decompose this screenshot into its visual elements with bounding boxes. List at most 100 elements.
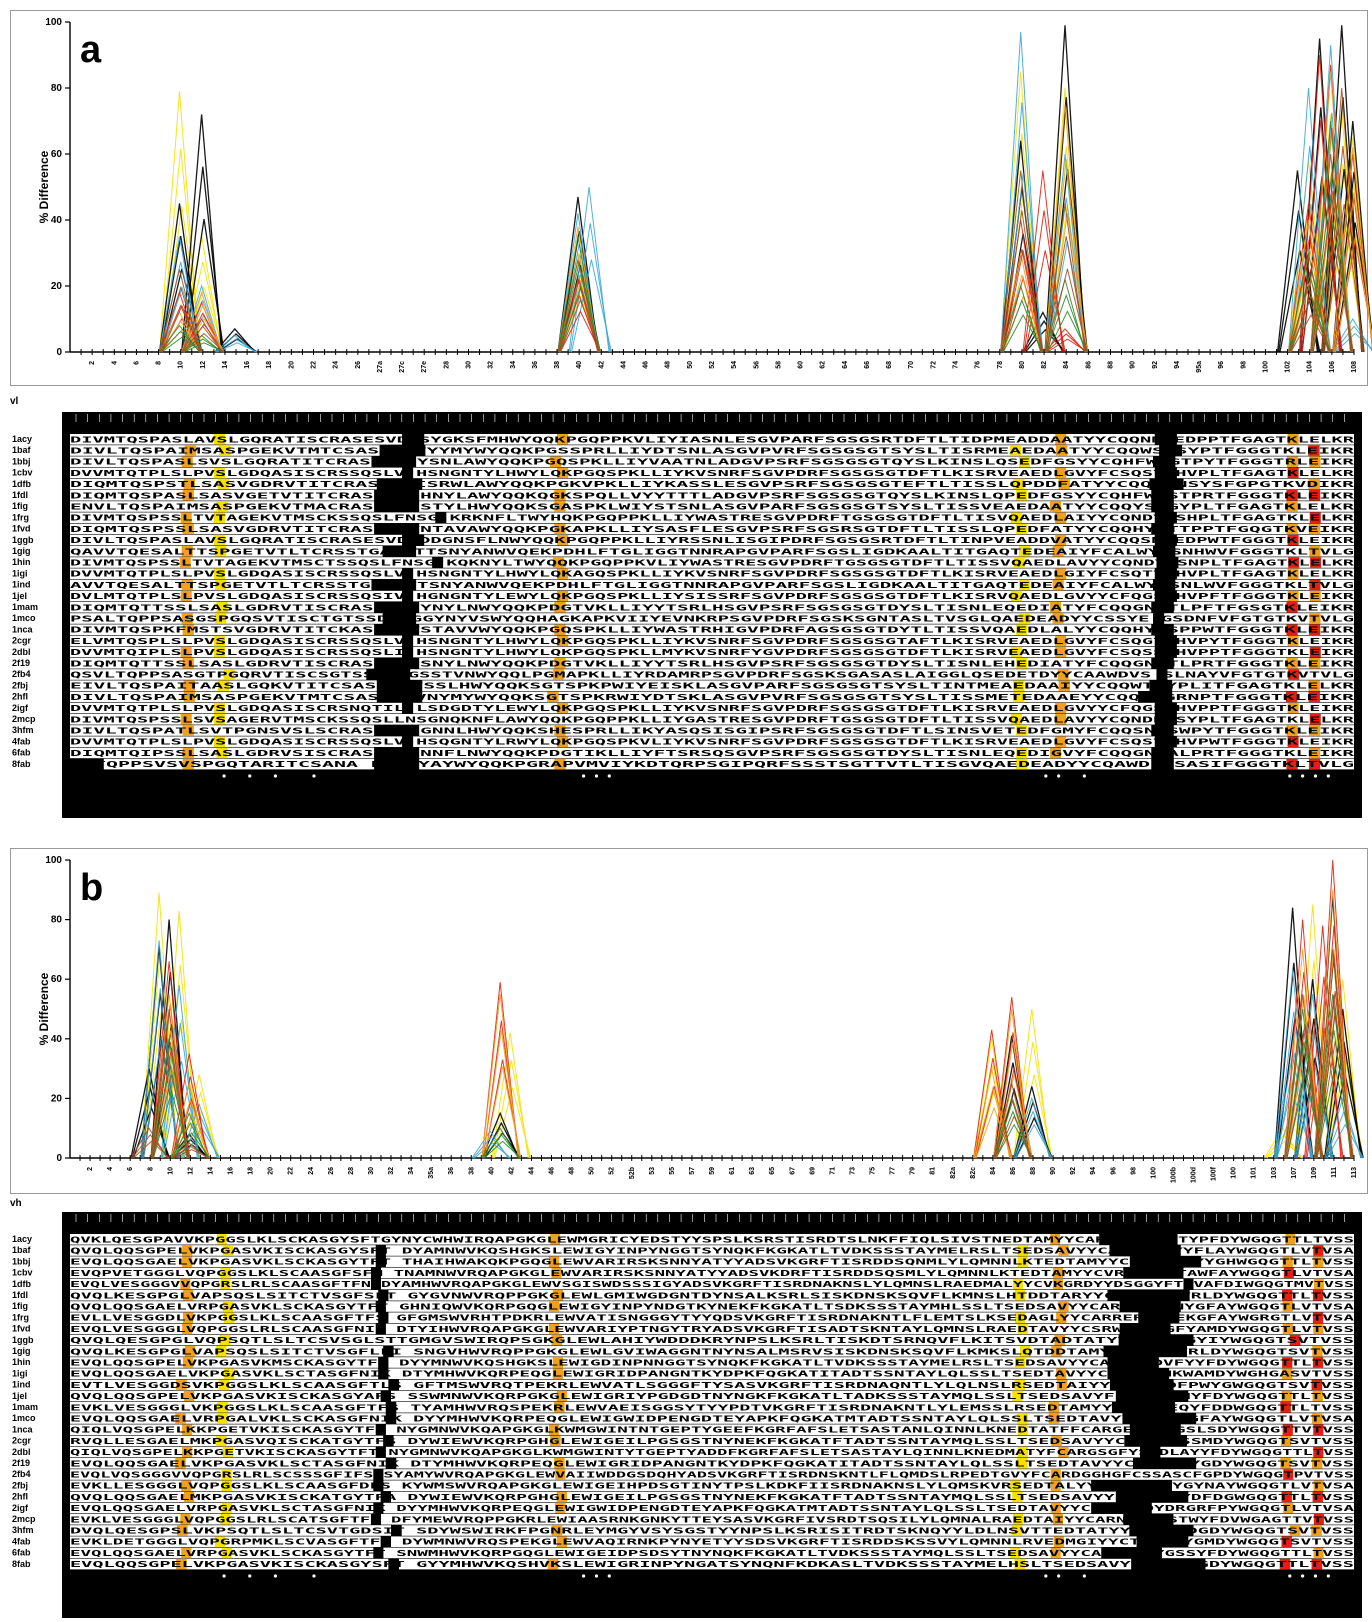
sequence-label: 1frg: [12, 1312, 29, 1322]
series-peak: [1045, 236, 1087, 353]
residue-highlight: [1311, 1525, 1322, 1536]
series-peak: [482, 1030, 520, 1159]
marker-dot: [1326, 1574, 1330, 1578]
sequence-block: [1161, 1547, 1354, 1559]
sequence-text: ELTQPPSVSVSPGQTARITCSANA LPNQYAYWYQQKPGR…: [70, 759, 1354, 769]
sequence-block: [1176, 434, 1354, 445]
residue-highlight: [1282, 1323, 1293, 1335]
sequence-block: [1176, 534, 1354, 546]
x-tick-label: 82: [1041, 361, 1048, 369]
marker-dot: [607, 774, 611, 778]
x-tick-label: 109: [1311, 1167, 1318, 1179]
residue-highlight: [1286, 501, 1298, 512]
series-peak: [1322, 97, 1364, 353]
x-tick-label: 65: [769, 1167, 776, 1175]
sequence-text: DIVMTQSPSSLSVSAGERVTMSCKSSQSLLNSGNQKNFLA…: [70, 714, 1354, 724]
sequence-block: [70, 523, 375, 535]
residue-highlight: [548, 1424, 560, 1435]
x-tick-label: 70: [908, 361, 915, 369]
residue-highlight: [1282, 1368, 1293, 1379]
sequence-block: [396, 1402, 1112, 1413]
sequence-block: [70, 1290, 379, 1301]
y-tick-label: 40: [51, 215, 63, 226]
sequence-label: 1nca: [12, 624, 34, 634]
sequence-block: [1176, 646, 1354, 658]
series-peak: [1014, 1041, 1052, 1159]
sequence-label: 1nca: [12, 1424, 34, 1434]
residue-highlight: [1049, 747, 1062, 759]
x-tick-label: 36: [532, 361, 539, 369]
marker-dot: [594, 774, 599, 778]
sequence-block: [1176, 714, 1354, 725]
series-peak: [1000, 252, 1042, 353]
sequence-text: DIVLTQSPAIMSASPGEKVTMTCSASS SVNYMYWYQQKS…: [70, 692, 1354, 702]
sequence-text: DIVMTQSPASLAVSLGQRATISCRASESVD SYGKSFMHW…: [70, 434, 1354, 444]
sequence-label: 4fab: [12, 1536, 31, 1546]
residue-highlight: [1052, 579, 1064, 591]
sequence-label: 4fab: [12, 736, 31, 746]
residue-highlight: [222, 1301, 234, 1312]
sequence-block: [1176, 512, 1354, 523]
sequence-block: [70, 512, 436, 523]
sequence-block: [1188, 1536, 1354, 1547]
residue-highlight: [1282, 1290, 1293, 1301]
residue-highlight: [1019, 456, 1031, 467]
residue-highlight: [1019, 613, 1031, 624]
residue-highlight: [216, 602, 228, 613]
residue-highlight: [550, 456, 562, 467]
x-tick-label: 88: [1107, 361, 1114, 369]
x-tick-label: 27a: [377, 361, 384, 373]
sequence-label: 1mco: [12, 1413, 36, 1423]
residue-highlight: [1286, 523, 1298, 535]
sequence-block: [383, 1547, 1102, 1559]
x-tick-label: 103: [1271, 1167, 1278, 1179]
y-tick-label: 20: [51, 281, 63, 292]
sequence-text: DVVMTQTPLSLPVSLGDQASISCRSSQSLV HSNGNTYLH…: [70, 569, 1354, 579]
sequence-block: [70, 557, 433, 568]
sequence-block: [401, 1525, 1130, 1536]
sequence-text: EVQLQQSGAELVRPGASVKLSCTASGFNIK DYYMHWVKQ…: [70, 1503, 1354, 1513]
residue-highlight: [1309, 456, 1321, 467]
x-tick-label: 67: [789, 1167, 796, 1175]
residue-highlight: [552, 557, 564, 568]
series-peak: [1289, 248, 1331, 353]
residue-highlight: [215, 579, 227, 591]
panel-a-alignment: 1acy DIVMTQSPASLAVSLGQRATISCRASESVD SYGKS…: [10, 412, 1372, 822]
sequence-block: [70, 1390, 381, 1402]
residue-highlight: [181, 456, 193, 467]
residue-highlight: [556, 1536, 568, 1547]
sequence-label: 1ggb: [12, 535, 34, 545]
residue-highlight: [183, 1491, 195, 1503]
x-tick-label: 26: [355, 361, 362, 369]
series-peak: [1300, 120, 1342, 353]
series-peak: [558, 278, 600, 353]
x-tick-label: 16: [244, 361, 251, 369]
sequence-block: [70, 590, 403, 602]
residue-highlight: [220, 1514, 231, 1525]
residue-highlight: [213, 434, 225, 445]
panel-b-alignment: 1acy QVKLQESGPAVVKPGGSLKLSCKASGYSFTGYNYCW…: [10, 1212, 1372, 1622]
sequence-block: [1176, 467, 1354, 479]
residue-highlight: [1048, 1402, 1060, 1413]
x-tick-label: 27c: [399, 361, 406, 373]
sequence-label: 2mcp: [12, 1514, 36, 1524]
residue-highlight: [1019, 579, 1031, 591]
residue-highlight: [216, 1346, 227, 1357]
sequence-block: [383, 1469, 1354, 1480]
sequence-text: EVQLVESGGGLVQPGGSLRLSCAASGFNIK DTYIHWVRQ…: [70, 1324, 1354, 1334]
sequence-text: DIVLTQSPAIMSASPGEKVTMTCSASS SVYYMYWYQQKP…: [70, 446, 1354, 456]
sequence-block: [70, 691, 377, 703]
sequence-text: DVLMTQTPLSLPVSLGDQASISCRSSQSIV HGNGNTYLE…: [70, 591, 1354, 601]
residue-highlight: [555, 1502, 566, 1514]
residue-highlight: [1282, 1256, 1293, 1267]
sequence-block: [70, 1234, 1100, 1245]
sequence-block: [1175, 579, 1354, 591]
x-tick-label: 108: [1351, 361, 1358, 373]
x-tick-label: 32: [388, 1167, 395, 1175]
residue-highlight: [1017, 1256, 1028, 1267]
x-tick-label: 94: [1090, 1167, 1097, 1175]
sequence-text: EVQPVETGGGLVQPGGSLKLSCAASGFSFN TNAMNWVRQ…: [70, 1268, 1354, 1278]
series-peak: [1001, 299, 1043, 353]
sequence-label: 2igf: [12, 703, 29, 713]
sequence-block: [70, 1424, 376, 1435]
